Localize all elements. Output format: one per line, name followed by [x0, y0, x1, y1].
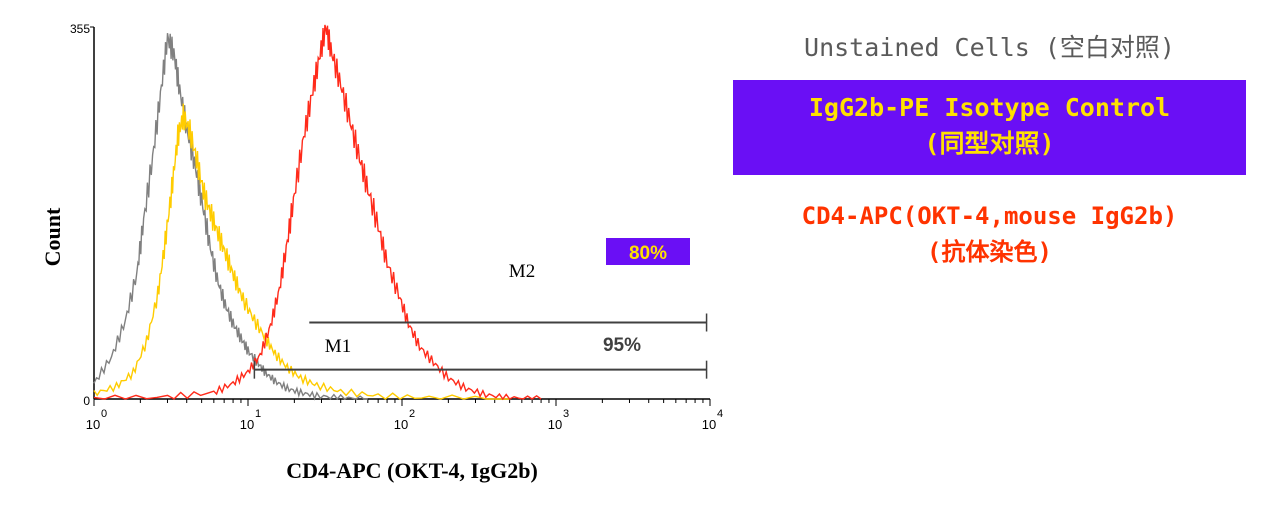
legend-unstained-cells: Unstained Cells (空白对照): [804, 33, 1175, 62]
x-tick-base-1: 10: [240, 417, 254, 432]
y-axis-title: Count: [40, 207, 65, 266]
marker-m2-percent-badge: [606, 238, 690, 265]
marker-m1-label: M1: [325, 336, 351, 357]
x-tick-exp-1: 1: [255, 408, 261, 420]
y-tick-label-max: 355: [70, 22, 90, 36]
marker-m1-percent: 95%: [603, 335, 641, 356]
x-tick-base-0: 10: [86, 417, 100, 432]
x-tick-exp-4: 4: [717, 408, 723, 420]
x-tick-exp-0: 0: [101, 408, 107, 420]
x-axis-title: CD4-APC (OKT-4, IgG2b): [286, 458, 538, 483]
legend-antibody-stained: CD4-APC(OKT-4,mouse IgG2b) (抗体染色): [733, 198, 1246, 270]
legend-isotype-control: IgG2b-PE Isotype Control (同型对照): [733, 80, 1246, 175]
x-tick-exp-2: 2: [409, 408, 415, 420]
marker-m2-label: M2: [509, 261, 535, 282]
legend-stained-line1: CD4-APC(OKT-4,mouse IgG2b): [801, 202, 1178, 230]
legend-isotype-line1: IgG2b-PE Isotype Control: [808, 93, 1171, 122]
legend-isotype-line2: (同型对照): [924, 129, 1055, 158]
x-tick-exp-3: 3: [563, 408, 569, 420]
y-tick-label-zero: 0: [83, 394, 90, 408]
legend-stained-line2: (抗体染色): [927, 238, 1052, 266]
x-tick-base-4: 10: [702, 417, 716, 432]
series-line-0: [93, 32, 368, 401]
series-line-2: [93, 24, 542, 401]
x-tick-base-3: 10: [548, 417, 562, 432]
series-line-1: [93, 103, 510, 400]
x-tick-base-2: 10: [394, 417, 408, 432]
marker-m2-percent: 80%: [629, 243, 667, 264]
